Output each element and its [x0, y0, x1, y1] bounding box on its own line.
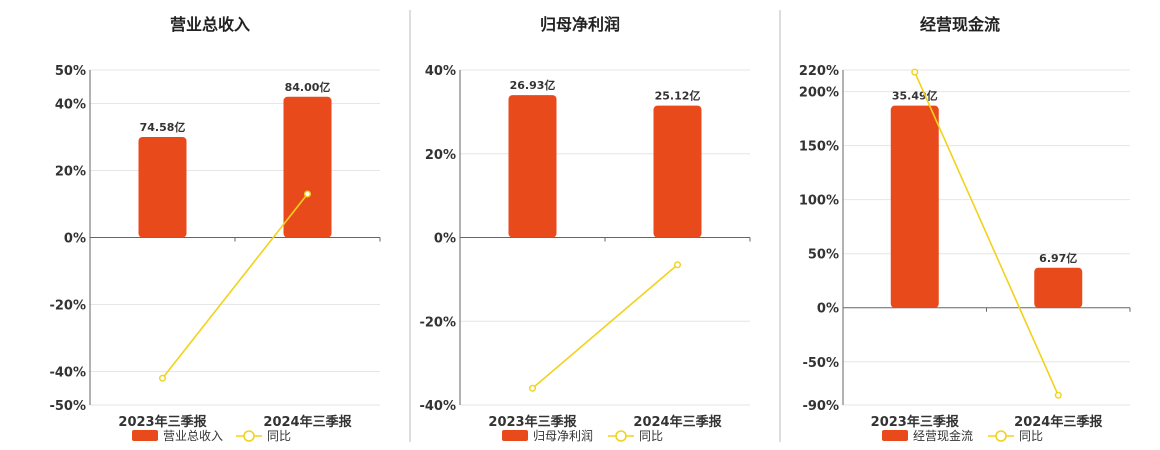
yoy-point	[158, 374, 166, 382]
y-tick-label: 220%	[799, 64, 839, 79]
legend-line-marker	[615, 430, 627, 442]
y-tick-label: 40%	[55, 98, 86, 113]
y-tick-label: -20%	[419, 315, 456, 330]
y-tick-label: -40%	[419, 399, 456, 414]
x-category-label: 2023年三季报	[871, 414, 960, 430]
legend-bar-label: 营业总收入	[163, 429, 223, 443]
bar-data-label: 35.49亿	[892, 89, 938, 103]
bar-data-label: 74.58亿	[140, 120, 186, 134]
x-category-label: 2024年三季报	[633, 414, 722, 430]
chart-3: 经营现金流 -90% -50% 0% 50% 100% 150% 200% 220% 35.49亿…	[799, 15, 1131, 443]
chart-title: 经营现金流	[920, 15, 1000, 34]
y-tick-label: 100%	[799, 194, 839, 209]
x-category-label: 2024年三季报	[1014, 414, 1103, 430]
legend-line-label: 同比	[267, 429, 291, 443]
y-tick-label: 0%	[817, 302, 839, 317]
y-tick-label: 50%	[808, 248, 839, 263]
yoy-point	[529, 384, 537, 392]
yoy-point	[674, 261, 682, 269]
chart-2: 归母净利润 -40% -20% 0% 20% 40% 26.93亿 25.12亿 2023年三季…	[419, 15, 751, 443]
y-tick-label: 20%	[55, 165, 86, 180]
y-tick-label: 200%	[799, 86, 839, 101]
x-category-label: 2023年三季报	[488, 414, 577, 430]
bar-data-label: 26.93亿	[510, 78, 556, 92]
legend-bar-swatch	[132, 430, 158, 441]
x-category-label: 2024年三季报	[263, 414, 352, 430]
y-tick-label: 50%	[55, 64, 86, 79]
legend-line-marker	[995, 430, 1007, 442]
yoy-line	[914, 71, 1059, 396]
bar-data-label: 25.12亿	[655, 89, 701, 103]
bar-data-label: 6.97亿	[1039, 251, 1077, 265]
yoy-point	[304, 190, 312, 198]
legend-line-marker	[243, 430, 255, 442]
y-tick-label: -90%	[802, 399, 839, 414]
bar	[653, 105, 702, 238]
bar	[1034, 267, 1083, 308]
yoy-line	[161, 193, 309, 379]
y-tick-label: 150%	[799, 140, 839, 155]
chart-title: 归母净利润	[540, 15, 620, 34]
yoy-point	[1054, 391, 1062, 399]
bar	[138, 137, 187, 238]
yoy-point	[911, 68, 919, 76]
legend-bar-swatch	[882, 430, 908, 441]
legend-bar-label: 经营现金流	[913, 428, 973, 443]
bar	[283, 96, 332, 238]
legend-line-label: 同比	[1019, 429, 1043, 443]
y-tick-label: 0%	[434, 232, 456, 247]
bar-data-label: 84.00亿	[285, 80, 331, 94]
y-tick-label: -50%	[49, 399, 86, 414]
y-tick-label: 0%	[64, 232, 86, 247]
y-tick-label: 40%	[425, 64, 456, 79]
legend-line-label: 同比	[639, 429, 663, 443]
y-tick-label: -40%	[49, 366, 86, 381]
legend-bar-swatch	[502, 430, 528, 441]
y-tick-label: 20%	[425, 148, 456, 163]
chart-1: 营业总收入 -50% -40% -20% 0% 20% 40% 50% 74.58亿 84.00亿…	[49, 15, 381, 443]
chart-title: 营业总收入	[170, 15, 250, 34]
x-category-label: 2023年三季报	[118, 414, 207, 430]
y-tick-label: -50%	[802, 356, 839, 371]
legend-bar-label: 归母净利润	[533, 429, 593, 443]
y-tick-label: -20%	[49, 299, 86, 314]
bar	[890, 105, 939, 308]
bar	[508, 95, 557, 238]
yoy-line	[531, 264, 679, 389]
